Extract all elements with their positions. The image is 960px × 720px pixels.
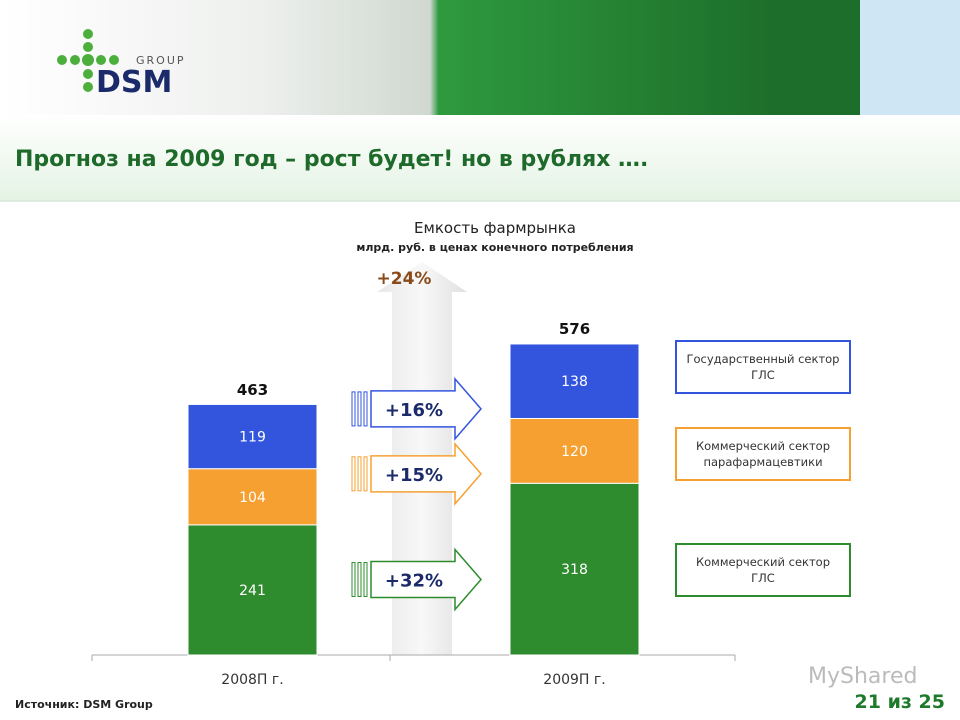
total-label: 463 — [237, 381, 268, 399]
title-bar — [0, 115, 960, 201]
arrow-stripe — [363, 562, 368, 598]
value-label: 318 — [561, 562, 588, 578]
growth-label: +32% — [385, 571, 443, 592]
x-tick-label: 2008П г. — [221, 672, 283, 688]
growth-arrow — [370, 441, 482, 506]
value-label: 138 — [561, 374, 588, 390]
value-label: 120 — [561, 444, 588, 460]
arrow-stripe — [357, 562, 362, 598]
bar-segment — [509, 343, 640, 419]
total-label: 576 — [559, 320, 590, 338]
bar-segment — [509, 417, 640, 484]
arrow-stripe — [357, 456, 362, 492]
value-label: 104 — [239, 490, 266, 506]
x-tick-label: 2009П г. — [543, 672, 605, 688]
watermark: MyShared — [808, 664, 917, 689]
logo: DSM — [96, 65, 172, 100]
growth-arrow — [370, 376, 482, 441]
arrow-stripe — [351, 562, 356, 598]
total-growth: +24% — [377, 269, 432, 289]
legend-entry: Коммерческий сектор парафармацевтики — [675, 427, 851, 481]
source: Источник: DSM Group — [15, 698, 153, 711]
page-number: 21 из 25 — [855, 691, 945, 713]
banner-picture — [860, 0, 960, 115]
bar-segment — [187, 403, 318, 470]
arrow-stripe — [363, 391, 368, 427]
arrow-stripe — [357, 391, 362, 427]
growth-arrow — [370, 547, 482, 612]
logo-dots — [57, 29, 119, 92]
arrow-stripe — [351, 391, 356, 427]
value-label: 119 — [239, 430, 266, 446]
bar-segment — [187, 524, 318, 656]
chart-title: Емкость фармрынка — [414, 219, 576, 237]
bar-segment — [187, 468, 318, 526]
arrow-stripe — [363, 456, 368, 492]
logo-sub: GROUP — [136, 54, 186, 67]
chart-subtitle: млрд. руб. в ценах конечного потребления — [356, 241, 633, 254]
bar-segment — [509, 482, 640, 656]
arrow-stripe — [351, 456, 356, 492]
growth-label: +16% — [385, 400, 443, 421]
value-label: 241 — [239, 583, 266, 599]
growth-label: +15% — [385, 465, 443, 486]
banner — [0, 0, 860, 115]
legend-entry: Государственный сектор ГЛС — [675, 340, 851, 394]
slide-title: Прогноз на 2009 год – рост будет! но в р… — [15, 147, 648, 172]
legend-entry: Коммерческий сектор ГЛС — [675, 543, 851, 597]
